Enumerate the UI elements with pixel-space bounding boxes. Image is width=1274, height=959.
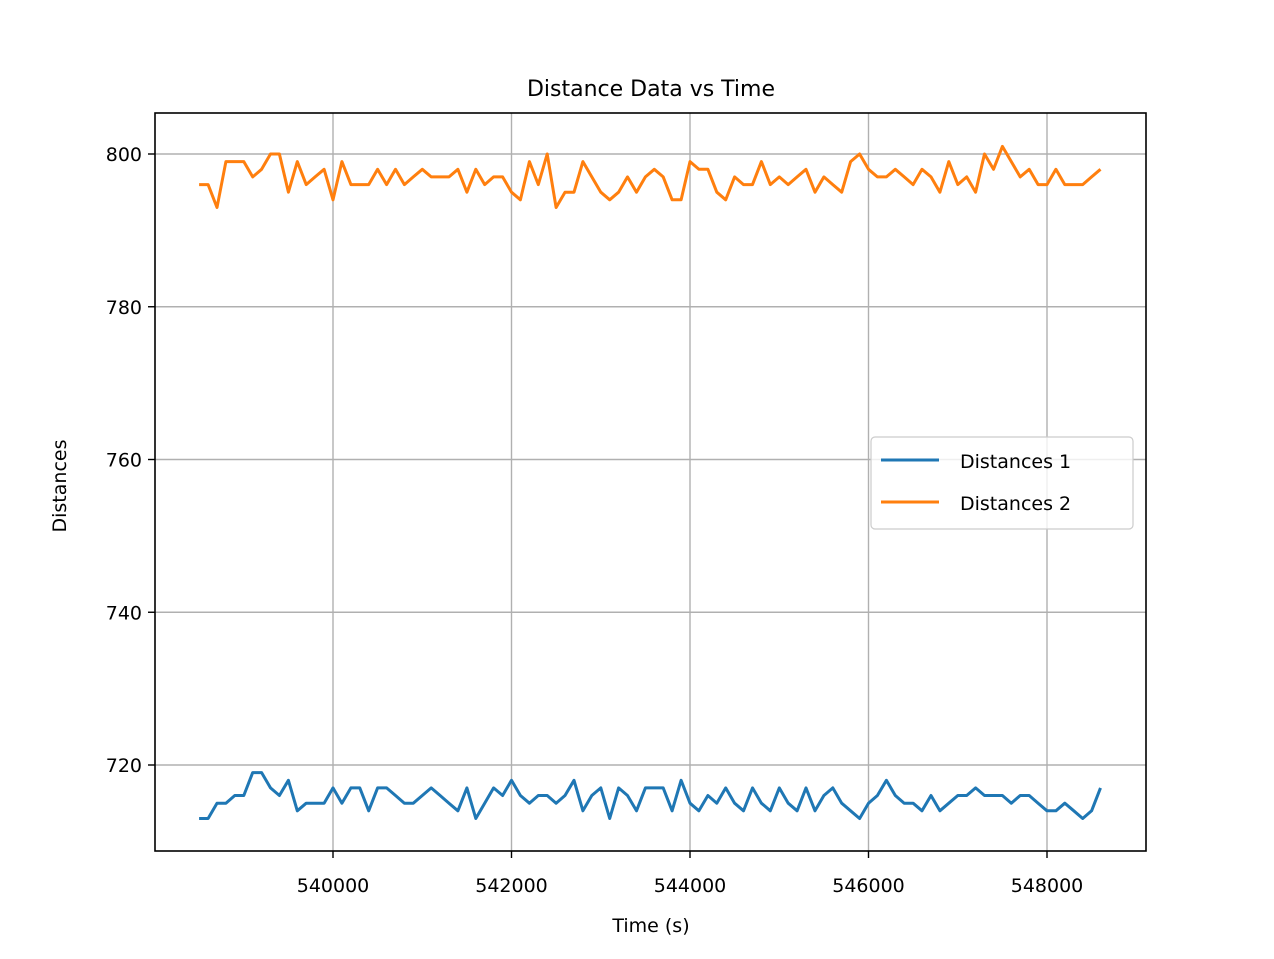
y-axis-label: Distances (49, 440, 71, 533)
x-axis-ticks: 540000 542000 544000 546000 548000 (297, 851, 1084, 897)
x-tick-label: 540000 (297, 875, 370, 897)
legend-label-distances-2: Distances 2 (960, 493, 1071, 515)
y-tick-label: 800 (106, 144, 142, 166)
plot-area-frame (154, 112, 1147, 852)
legend: Distances 1 Distances 2 (870, 436, 1134, 530)
y-axis-ticks: 720 740 760 780 800 (106, 144, 155, 777)
x-tick-label: 544000 (654, 875, 727, 897)
series-line-distances-2 (199, 144, 1102, 209)
chart-title: Distance Data vs Time (527, 77, 775, 102)
x-tick-label: 542000 (475, 875, 548, 897)
data-series (199, 144, 1102, 820)
x-axis-label: Time (s) (611, 915, 689, 937)
grid-lines (155, 113, 1146, 851)
series-line-distances-1 (199, 771, 1102, 820)
x-tick-label: 548000 (1011, 875, 1084, 897)
y-tick-label: 760 (106, 450, 142, 472)
y-tick-label: 740 (106, 602, 142, 624)
legend-label-distances-1: Distances 1 (960, 451, 1071, 473)
x-tick-label: 546000 (832, 875, 905, 897)
y-tick-label: 780 (106, 297, 142, 319)
y-tick-label: 720 (106, 755, 142, 777)
